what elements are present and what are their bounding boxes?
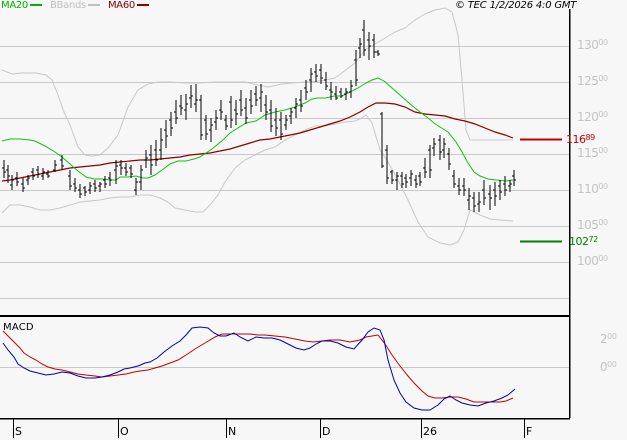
support-label: 10272 xyxy=(569,235,598,248)
support-label-main: 102 xyxy=(569,235,589,248)
axes xyxy=(0,9,571,420)
macd-line xyxy=(2,326,516,411)
x-axis-ticks xyxy=(13,419,525,438)
resistance-label-decimal: 89 xyxy=(585,133,596,142)
price-tick-main: 115 xyxy=(577,146,599,160)
x-tick-label: S xyxy=(15,425,22,438)
price-gridlines xyxy=(0,46,569,368)
price-tick-main: 105 xyxy=(577,218,599,232)
legend-ma60: MA60 xyxy=(108,0,149,11)
bband-upper xyxy=(1,7,513,157)
legend-bbands-swatch xyxy=(87,4,100,6)
price-bars xyxy=(2,20,516,212)
legend-ma20-label: MA20 xyxy=(1,0,28,11)
price-tick-sup: 00 xyxy=(598,110,608,119)
legend-bbands-label: BBands xyxy=(50,0,86,11)
x-tick-label: 26 xyxy=(423,425,437,438)
macd-title: MACD xyxy=(3,322,34,333)
price-tick-sup: 00 xyxy=(598,74,608,83)
legend-ma60-label: MA60 xyxy=(107,0,135,11)
price-tick-sup: 00 xyxy=(598,38,608,47)
ma60-line xyxy=(1,102,514,182)
legend-bbands: BBands xyxy=(50,0,100,11)
price-tick-10500: 10500 xyxy=(577,218,608,232)
price-tick-10000: 10000 xyxy=(577,254,608,268)
macd-tick-0-main: 0 xyxy=(600,360,608,374)
x-tick-label: F xyxy=(526,425,533,438)
price-tick-12500: 12500 xyxy=(577,74,608,88)
legend: MA20 BBands MA60 xyxy=(1,0,149,11)
macd-tick-200-sup: 00 xyxy=(607,332,617,341)
price-tick-11500: 11500 xyxy=(577,146,608,160)
macd-tick-200-main: 2 xyxy=(600,332,608,346)
bband-lower xyxy=(1,114,514,246)
macd-tick-200: 200 xyxy=(600,332,617,346)
ma20-line xyxy=(1,77,514,182)
copyright-timestamp: © TEC 1/2/2026 4:0 GMT xyxy=(455,0,577,11)
resistance-label-main: 116 xyxy=(566,133,586,146)
price-tick-sup: 00 xyxy=(598,218,608,227)
price-tick-13000: 13000 xyxy=(577,38,608,52)
price-tick-main: 120 xyxy=(577,110,599,124)
support-label-decimal: 72 xyxy=(588,235,599,244)
price-tick-11000: 11000 xyxy=(577,182,608,196)
price-tick-main: 125 xyxy=(577,74,599,88)
legend-ma20: MA20 xyxy=(1,0,42,11)
x-tick-label: D xyxy=(322,425,331,438)
price-tick-sup: 00 xyxy=(598,146,608,155)
price-tick-sup: 00 xyxy=(598,254,608,263)
resistance-label: 11689 xyxy=(566,133,595,146)
x-tick-label: O xyxy=(120,425,129,438)
bbands xyxy=(1,7,514,246)
legend-ma60-swatch xyxy=(136,4,149,6)
price-tick-sup: 00 xyxy=(598,182,608,191)
price-tick-main: 130 xyxy=(577,38,599,52)
price-tick-main: 110 xyxy=(577,182,599,196)
price-tick-12000: 12000 xyxy=(577,110,608,124)
macd-signal-line xyxy=(2,330,514,403)
x-tick-label: N xyxy=(228,425,237,438)
price-tick-main: 100 xyxy=(577,254,599,268)
macd-tick-0-sup: 00 xyxy=(607,360,617,369)
legend-ma20-swatch xyxy=(30,4,42,6)
macd-tick-0: 000 xyxy=(600,360,617,374)
